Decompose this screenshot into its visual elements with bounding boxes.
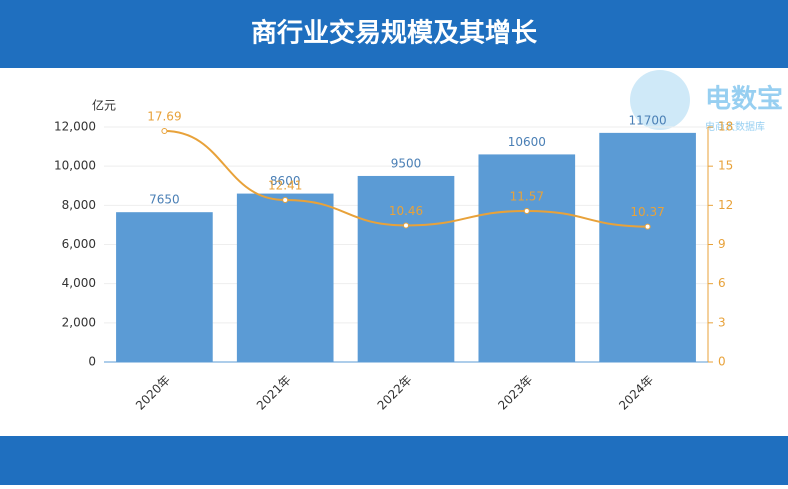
- x-tick-label: 2024年: [616, 373, 656, 413]
- bar: [357, 175, 455, 362]
- line-point: [523, 207, 530, 214]
- y-tick-label: 6,000: [62, 237, 96, 251]
- y-tick-label: 12,000: [54, 120, 96, 134]
- watermark-subtitle: 电商大数据库: [705, 120, 765, 133]
- x-tick-label: 2020年: [133, 373, 173, 413]
- bar-value-label: 10600: [508, 135, 546, 149]
- y2-tick-label: 0: [718, 355, 726, 369]
- bar: [599, 132, 696, 362]
- bar: [236, 193, 334, 362]
- x-tick-label: 2022年: [375, 373, 415, 413]
- line: [164, 130, 648, 228]
- y2-tick-label: 6: [718, 276, 726, 290]
- bar-value-label: 7650: [149, 193, 180, 207]
- bar-value-label: 11700: [629, 113, 667, 127]
- y-tick-label: 4,000: [62, 276, 96, 290]
- line-value-label: 12.41: [268, 178, 302, 192]
- line-value-label: 17.69: [147, 110, 181, 124]
- bar-value-label: 8600: [270, 174, 301, 188]
- line-value-label: 10.37: [630, 205, 664, 219]
- y2-tick-label: 9: [718, 237, 726, 251]
- x-tick-label: 2023年: [495, 373, 535, 413]
- line-value-label: 10.46: [389, 204, 423, 218]
- y2-tick-label: 15: [718, 159, 733, 173]
- y-tick-label: 2,000: [62, 315, 96, 329]
- header-band: [0, 0, 788, 68]
- bar: [116, 212, 213, 362]
- line-point: [282, 196, 289, 203]
- y-tick-label: 8,000: [62, 198, 96, 212]
- bar-value-label: 9500: [391, 156, 422, 170]
- y2-tick-label: 3: [718, 315, 726, 329]
- footer-band: [0, 436, 788, 485]
- line-point: [644, 223, 651, 230]
- line-point: [403, 222, 409, 229]
- y-tick-label: 10,000: [54, 159, 96, 173]
- y-axis-label: 亿元: [92, 98, 116, 113]
- y2-tick-label: 18: [718, 120, 733, 134]
- bar: [478, 154, 576, 362]
- line-value-label: 11.57: [510, 189, 544, 203]
- watermark-logo: [630, 70, 690, 130]
- watermark-name: 电数宝: [705, 84, 783, 115]
- chart-title: 商行业交易规模及其增长: [251, 18, 538, 49]
- line-point: [161, 128, 168, 135]
- y2-tick-label: 12: [718, 198, 733, 212]
- y-tick-label: 0: [88, 355, 96, 369]
- x-tick-label: 2021年: [254, 373, 294, 413]
